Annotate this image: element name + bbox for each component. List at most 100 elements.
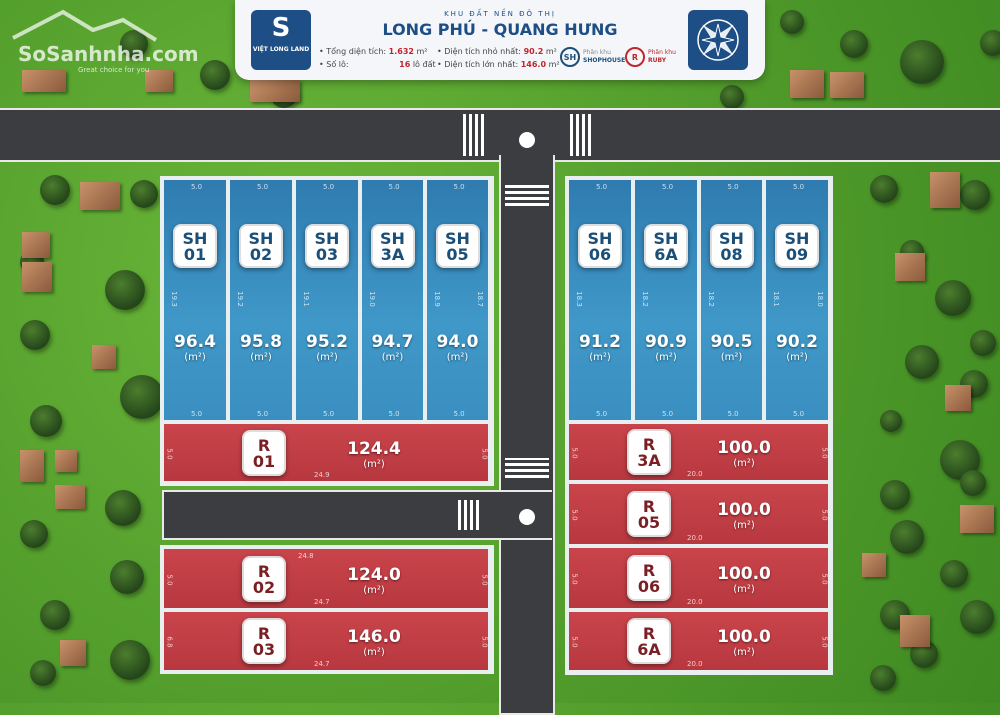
dim-bottom: 5.0 xyxy=(388,410,400,418)
lot-sh05[interactable]: SH 05 94.0 (m²) 5.0 5.0 18.9 18.7 xyxy=(425,178,490,422)
dim-bottom: 5.0 xyxy=(727,410,739,418)
lot-id-badge: R 03 xyxy=(242,618,286,664)
dim-left: 5.0 xyxy=(165,573,174,586)
dim-left: 5.0 xyxy=(570,509,579,521)
house xyxy=(862,553,886,577)
lot-sh06[interactable]: SH 06 91.2 (m²) 5.0 5.0 18.3 xyxy=(567,178,633,422)
lot-r01[interactable]: R 01 124.4 (m²) 24.9 5.0 5.0 xyxy=(162,422,490,483)
tree xyxy=(880,410,902,432)
lot-count: • Số lô: 16 lô đất xyxy=(319,60,436,69)
dim-bottom: 5.0 xyxy=(453,410,465,418)
lot-area: 100.0 (m²) xyxy=(717,500,771,531)
lot-area: 94.7 (m²) xyxy=(371,332,414,363)
lot-area: 100.0 (m²) xyxy=(717,564,771,595)
lot-area: 100.0 (m²) xyxy=(717,438,771,469)
crosswalk xyxy=(570,114,594,156)
lot-r02[interactable]: R 02 124.0 (m²) 24.8 24.7 5.0 5.0 xyxy=(162,547,490,610)
lot-id-badge: SH 03 xyxy=(305,224,349,268)
lot-sh02[interactable]: SH 02 95.8 (m²) 5.0 5.0 19.2 xyxy=(228,178,294,422)
dim-bottom: 24.7 xyxy=(314,660,330,668)
dim-right: 5.0 xyxy=(820,636,829,648)
lot-area: 95.8 (m²) xyxy=(240,332,282,363)
lot-id-badge: SH 01 xyxy=(173,224,217,268)
house xyxy=(250,80,300,102)
lot-sh08[interactable]: SH 08 90.5 (m²) 5.0 5.0 18.2 xyxy=(699,178,764,422)
dim-bottom: 24.7 xyxy=(314,598,330,606)
ruby-badge: R xyxy=(625,47,645,67)
lot-area: 124.0 (m²) xyxy=(347,564,401,596)
watermark-logo: SoSanhnha.com Great choice for you xyxy=(8,8,199,74)
lot-r6a[interactable]: R 6A 100.0 (m²) 20.0 5.0 5.0 xyxy=(567,610,830,672)
shophouse-badge: SH xyxy=(560,47,580,67)
tree xyxy=(940,560,968,588)
tree xyxy=(40,600,70,630)
dim-left: 18.1 xyxy=(771,291,780,307)
tree xyxy=(880,480,910,510)
lot-area: 94.0 (m²) xyxy=(436,332,479,363)
dim-left: 19.1 xyxy=(301,291,310,307)
tree xyxy=(30,660,56,686)
house xyxy=(80,182,120,210)
dim-left: 18.2 xyxy=(706,291,715,307)
lot-area: 96.4 (m²) xyxy=(174,332,216,363)
house xyxy=(830,72,864,98)
dim-right: 5.0 xyxy=(820,509,829,521)
dim-top: 5.0 xyxy=(727,183,739,191)
lot-area: 91.2 (m²) xyxy=(579,332,621,363)
dim-top: 5.0 xyxy=(388,183,400,191)
tree xyxy=(120,30,148,58)
tree xyxy=(960,180,990,210)
dim-top: 5.0 xyxy=(257,183,269,191)
dim-left: 18.9 xyxy=(432,291,441,307)
dim-left: 5.0 xyxy=(570,447,579,459)
lot-id-badge: SH 09 xyxy=(775,224,819,268)
dim-right: 18.7 xyxy=(476,291,485,307)
dim-left: 5.0 xyxy=(570,573,579,585)
dim-bottom: 20.0 xyxy=(687,470,703,478)
side-road-horizontal xyxy=(162,490,552,540)
lot-id-badge: R 02 xyxy=(242,555,286,602)
lot-area: 90.9 (m²) xyxy=(645,332,687,363)
dim-left: 18.2 xyxy=(640,291,649,307)
tree xyxy=(890,520,924,554)
side-road-vertical xyxy=(499,155,555,715)
lot-sh01[interactable]: SH 01 96.4 (m²) 5.0 5.0 19.3 xyxy=(162,178,228,422)
lot-r05[interactable]: R 05 100.0 (m²) 20.0 5.0 5.0 xyxy=(567,482,830,546)
compass-icon xyxy=(688,10,748,70)
tree xyxy=(110,640,150,680)
lot-area: 146.0 (m²) xyxy=(347,627,401,658)
lot-r03[interactable]: R 03 146.0 (m²) 24.7 6.8 5.0 xyxy=(162,610,490,672)
project-header: S VIỆT LONG LAND KHU ĐẤT NỀN ĐÔ THỊ LONG… xyxy=(235,0,765,80)
lot-r06[interactable]: R 06 100.0 (m²) 20.0 5.0 5.0 xyxy=(567,546,830,610)
tree xyxy=(970,330,996,356)
dim-left: 19.0 xyxy=(367,291,376,307)
tree xyxy=(900,40,944,84)
lot-sh6a[interactable]: SH 6A 90.9 (m²) 5.0 5.0 18.2 xyxy=(633,178,699,422)
lot-sh3a[interactable]: SH 3A 94.7 (m²) 5.0 5.0 19.0 xyxy=(360,178,425,422)
tree xyxy=(960,600,994,634)
lot-id-badge: SH 05 xyxy=(435,224,480,268)
page-title: LONG PHÚ - QUANG HƯNG xyxy=(382,20,618,39)
house xyxy=(55,485,85,509)
logo-s-icon: S xyxy=(271,13,291,43)
tree xyxy=(200,60,230,90)
lot-id-badge: R 3A xyxy=(627,429,671,475)
dim-right: 5.0 xyxy=(480,573,489,586)
tree xyxy=(780,10,804,34)
lot-sh09[interactable]: SH 09 90.2 (m²) 5.0 5.0 18.1 18.0 xyxy=(764,178,830,422)
crosswalk xyxy=(505,458,549,478)
tree xyxy=(980,30,1000,56)
house xyxy=(92,345,116,369)
max-area: • Diện tích lớn nhất: 146.0 m² xyxy=(437,60,560,69)
lot-id-badge: R 06 xyxy=(627,555,671,601)
lot-id-badge: SH 02 xyxy=(239,224,283,268)
dim-bottom: 5.0 xyxy=(662,410,674,418)
tree xyxy=(30,405,62,437)
dim-left: 6.8 xyxy=(165,636,174,648)
dim-left: 18.3 xyxy=(574,291,583,307)
lot-area: 95.2 (m²) xyxy=(306,332,348,363)
dim-bottom: 5.0 xyxy=(596,410,608,418)
lot-id-badge: SH 08 xyxy=(709,224,754,268)
lot-sh03[interactable]: SH 03 95.2 (m²) 5.0 5.0 19.1 xyxy=(294,178,360,422)
lot-r3a[interactable]: R 3A 100.0 (m²) 20.0 5.0 5.0 xyxy=(567,422,830,482)
